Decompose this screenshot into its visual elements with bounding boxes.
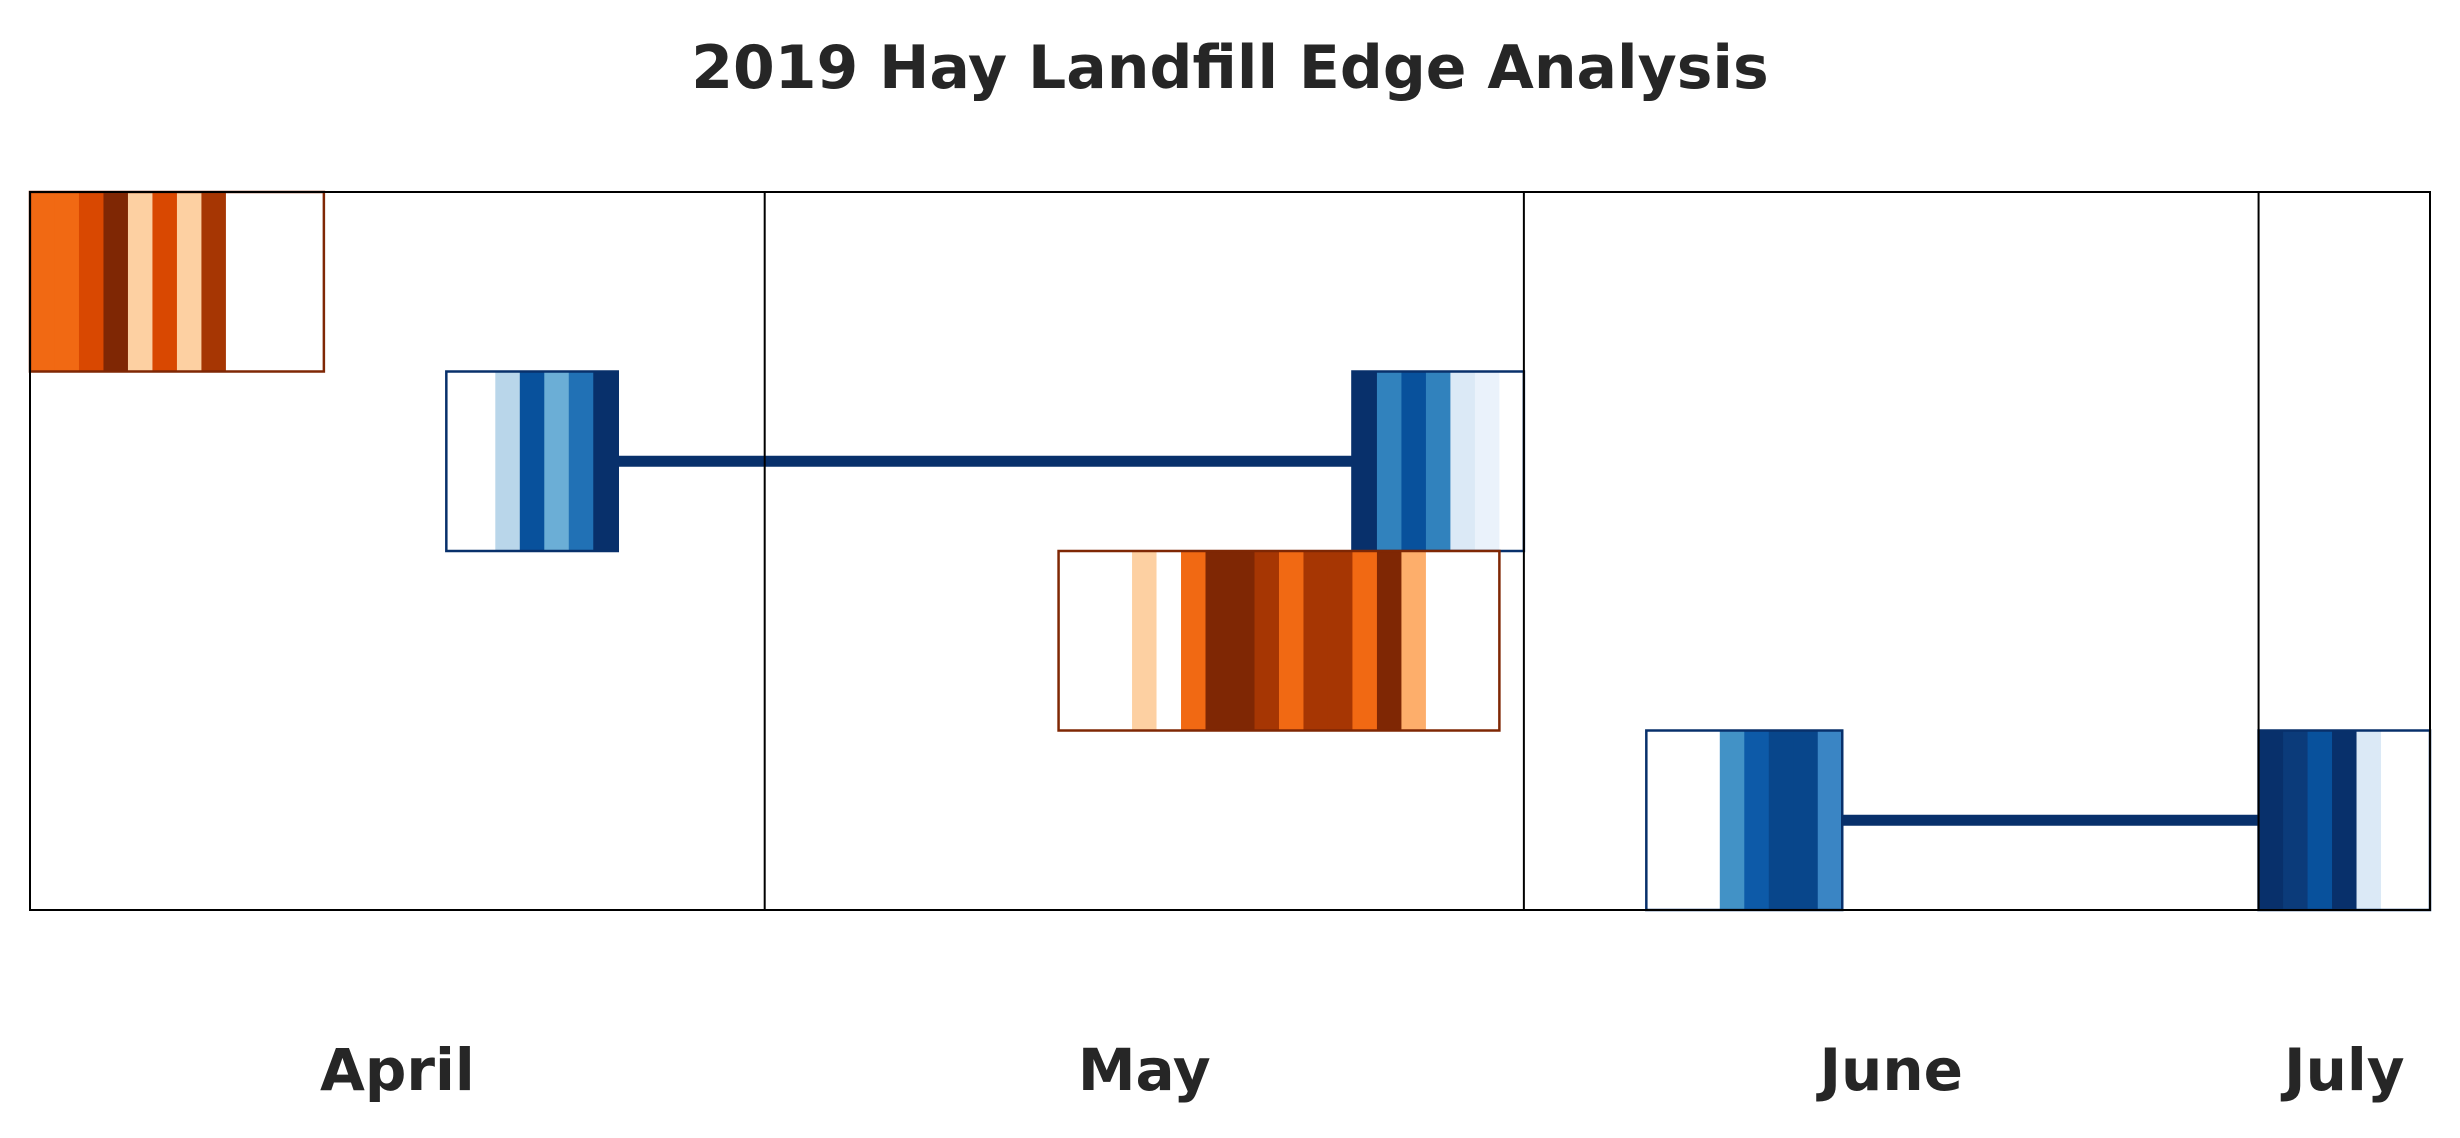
bar-0-stripe-0 — [30, 192, 56, 372]
month-label-july: July — [2280, 1036, 2405, 1104]
plot-frame — [29, 191, 2431, 911]
chart-title: 2019 Hay Landfill Edge Analysis — [691, 33, 1768, 103]
bar-1-stripe-2 — [495, 371, 521, 551]
bar-5-stripe-3 — [2332, 730, 2358, 910]
bar-3-stripe-0 — [1058, 551, 1084, 731]
month-labels: April May June July — [320, 1036, 2405, 1104]
bar-2-stripe-2 — [1401, 371, 1427, 551]
bar-0-stripe-2 — [78, 192, 105, 372]
bar-2-stripe-6 — [1499, 371, 1525, 551]
bar-4-stripe-1 — [1670, 730, 1696, 910]
bar-5-stripe-0 — [2258, 730, 2284, 910]
bar-3-stripe-12 — [1352, 551, 1378, 731]
bar-0-stripe-5 — [152, 192, 178, 372]
bars-layer — [28, 190, 2432, 912]
bar-3-stripe-1 — [1083, 551, 1109, 731]
bar-0-stripe-3 — [103, 192, 129, 372]
frame-layer — [29, 191, 2431, 911]
bar-3-stripe-2 — [1107, 551, 1133, 731]
bar-0 — [28, 190, 326, 373]
bar-2-stripe-4 — [1450, 371, 1476, 551]
bar-2-stripe-1 — [1376, 371, 1403, 551]
bar-3-stripe-13 — [1376, 551, 1403, 731]
bar-1-stripe-0 — [446, 371, 472, 551]
bar-5-stripe-2 — [2307, 730, 2333, 910]
bar-0-stripe-8 — [225, 192, 252, 372]
bar-1-stripe-6 — [593, 371, 619, 551]
bar-1-stripe-1 — [470, 371, 496, 551]
bar-3-stripe-9 — [1278, 551, 1305, 731]
bar-4-stripe-6 — [1793, 730, 1819, 910]
bar-3-stripe-5 — [1181, 551, 1207, 731]
bar-3-stripe-16 — [1450, 551, 1476, 731]
bar-2-stripe-0 — [1352, 371, 1378, 551]
bar-5-stripe-5 — [2381, 730, 2407, 910]
bar-5-stripe-4 — [2356, 730, 2382, 910]
bar-4-stripe-5 — [1768, 730, 1794, 910]
bar-3-stripe-11 — [1327, 551, 1354, 731]
bar-0-stripe-1 — [54, 192, 80, 372]
bar-1-stripe-5 — [568, 371, 594, 551]
bar-3-border — [1057, 549, 1501, 732]
bar-0-stripe-7 — [201, 192, 227, 372]
bar-3-stripe-6 — [1205, 551, 1231, 731]
bar-0-stripe-10 — [274, 192, 300, 372]
bar-1-stripe-4 — [544, 371, 570, 551]
bar-4-stripe-0 — [1646, 730, 1672, 910]
bar-4-stripe-3 — [1719, 730, 1745, 910]
bar-5 — [2257, 729, 2432, 912]
month-label-may: May — [1078, 1036, 1211, 1104]
bar-3-stripe-14 — [1401, 551, 1427, 731]
bar-4-stripe-4 — [1744, 730, 1770, 910]
bar-2 — [1351, 370, 1526, 553]
bar-2-stripe-5 — [1474, 371, 1500, 551]
bar-3-stripe-7 — [1230, 551, 1256, 731]
bar-0-stripe-4 — [127, 192, 154, 372]
bar-3-stripe-4 — [1156, 551, 1182, 731]
bar-0-stripe-6 — [176, 192, 203, 372]
bar-3-stripe-10 — [1303, 551, 1329, 731]
bar-0-stripe-11 — [299, 192, 325, 372]
bar-5-stripe-1 — [2283, 730, 2309, 910]
bar-1-stripe-3 — [519, 371, 545, 551]
bar-4-stripe-2 — [1695, 730, 1721, 910]
bar-3-stripe-3 — [1132, 551, 1158, 731]
bar-0-stripe-9 — [250, 192, 276, 372]
bar-1-border — [445, 370, 620, 553]
bar-3 — [1057, 549, 1501, 732]
bar-4 — [1645, 729, 1844, 912]
month-label-june: June — [1815, 1036, 1963, 1104]
bar-5-stripe-6 — [2405, 730, 2431, 910]
month-label-april: April — [320, 1036, 475, 1104]
bar-4-stripe-7 — [1817, 730, 1843, 910]
bar-2-stripe-3 — [1425, 371, 1452, 551]
bar-3-stripe-15 — [1425, 551, 1452, 731]
bar-3-stripe-8 — [1254, 551, 1280, 731]
bar-3-stripe-17 — [1474, 551, 1500, 731]
bar-1 — [445, 370, 620, 553]
